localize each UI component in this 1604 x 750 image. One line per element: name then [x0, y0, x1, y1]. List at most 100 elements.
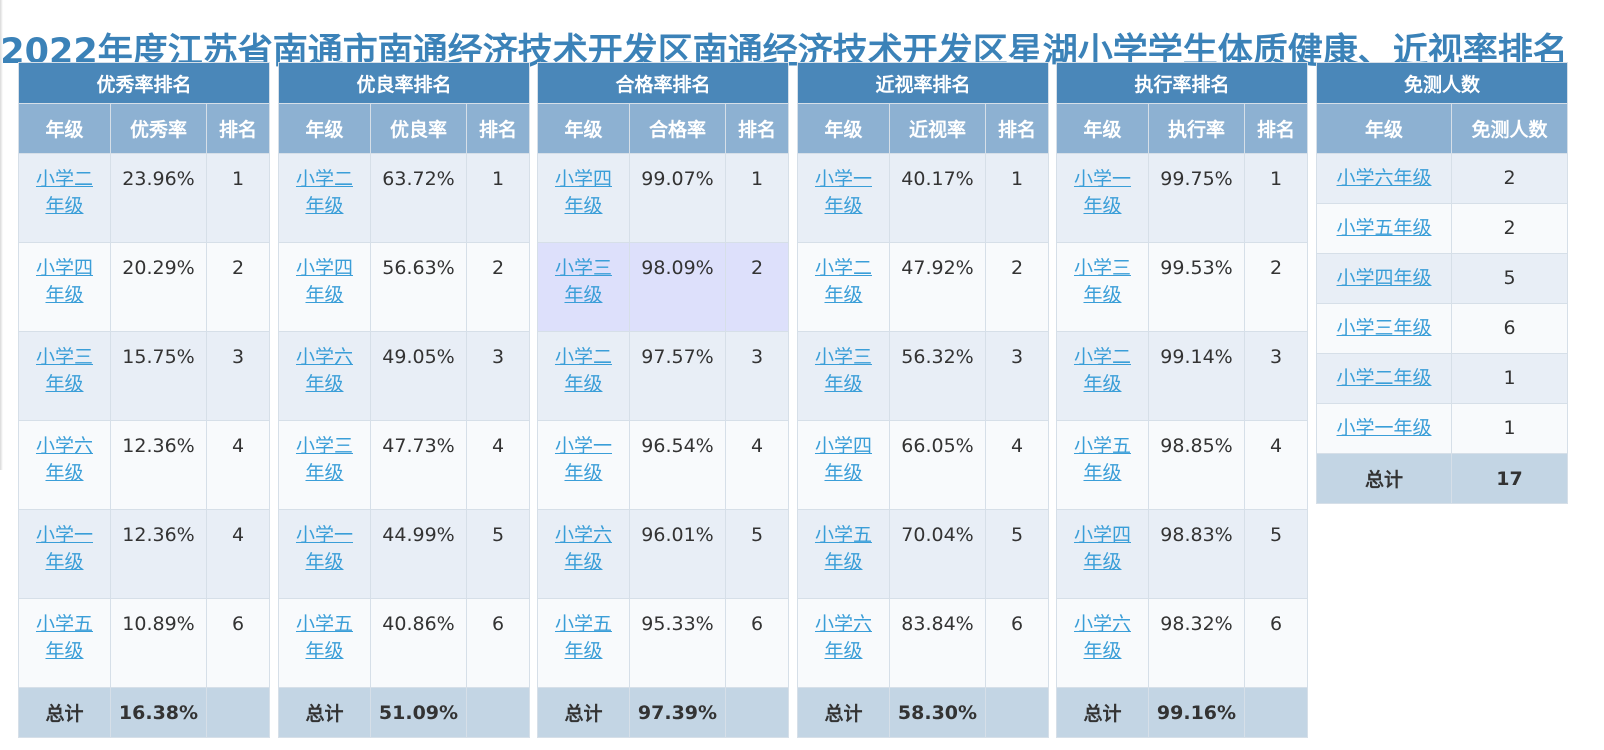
grade-link[interactable]: 小学四年级	[1073, 524, 1131, 573]
column-header-row: 年级 合格率 排名	[537, 103, 790, 154]
grade-link[interactable]: 小学一年级	[1336, 417, 1432, 439]
table-row: 小学四年级 98.83% 5	[1056, 509, 1309, 599]
grade-link[interactable]: 小学五年级	[554, 613, 612, 662]
exempt-table: 免测人数 年级 免测人数 小学六年级 2 小学五年级 2 小学四年级 5 小学三年级 6 小学二年级 1…	[1315, 62, 1569, 504]
rank-value: 5	[465, 509, 531, 599]
table-row: 小学一年级 96.54% 4	[537, 420, 790, 510]
metric-value: 40.17%	[889, 153, 986, 243]
grade-cell: 小学五年级	[537, 598, 630, 688]
table-row: 小学六年级 12.36% 4	[18, 420, 271, 510]
grade-link[interactable]: 小学四年级	[814, 435, 872, 484]
rank-value: 2	[465, 242, 531, 332]
metric-value: 56.63%	[370, 242, 467, 332]
table-header-row: 优秀率排名	[17, 62, 271, 104]
total-label: 总计	[797, 687, 890, 738]
rank-value: 3	[205, 331, 271, 421]
total-value: 58.30%	[889, 687, 986, 738]
grade-link[interactable]: 小学三年级	[1336, 317, 1432, 339]
grade-link[interactable]: 小学五年级	[35, 613, 93, 662]
rank-value: 1	[724, 153, 790, 243]
grade-link[interactable]: 小学四年级	[295, 257, 353, 306]
table-row: 小学四年级 5	[1316, 253, 1569, 304]
rank-value: 1	[1243, 153, 1309, 243]
grade-link[interactable]: 小学一年级	[554, 435, 612, 484]
rank-value: 5	[984, 509, 1050, 599]
total-value: 51.09%	[370, 687, 467, 738]
grade-link[interactable]: 小学五年级	[1073, 435, 1131, 484]
grade-cell: 小学五年级	[797, 509, 890, 599]
total-value: 99.16%	[1148, 687, 1245, 738]
table-title: 近视率排名	[796, 62, 1050, 104]
table-row: 小学二年级 63.72% 1	[278, 153, 531, 243]
grade-link[interactable]: 小学二年级	[1073, 346, 1131, 395]
metric-value: 10.89%	[110, 598, 207, 688]
table-row: 小学一年级 1	[1316, 403, 1569, 454]
grade-cell: 小学四年级	[18, 242, 111, 332]
metric-value: 96.54%	[629, 420, 726, 510]
table-row: 小学五年级 98.85% 4	[1056, 420, 1309, 510]
grade-link[interactable]: 小学五年级	[1336, 217, 1432, 239]
table-row: 小学三年级 98.09% 2	[537, 242, 790, 332]
grade-link[interactable]: 小学六年级	[1336, 167, 1432, 189]
rank-value: 6	[724, 598, 790, 688]
metric-value: 44.99%	[370, 509, 467, 599]
table-row: 小学五年级 10.89% 6	[18, 598, 271, 688]
column-header-grade: 年级	[797, 103, 890, 154]
grade-link[interactable]: 小学六年级	[814, 613, 872, 662]
column-header-row: 年级 近视率 排名	[797, 103, 1050, 154]
grade-cell: 小学六年级	[278, 331, 371, 421]
grade-link[interactable]: 小学二年级	[554, 346, 612, 395]
grade-cell: 小学二年级	[797, 242, 890, 332]
grade-link[interactable]: 小学六年级	[1073, 613, 1131, 662]
grade-cell: 小学一年级	[278, 509, 371, 599]
exempt-count: 5	[1450, 253, 1569, 304]
grade-link[interactable]: 小学三年级	[814, 346, 872, 395]
column-header-metric: 优秀率	[110, 103, 207, 154]
grade-link[interactable]: 小学二年级	[295, 168, 353, 217]
grade-link[interactable]: 小学三年级	[1073, 257, 1131, 306]
rank-value: 6	[1243, 598, 1309, 688]
grade-link[interactable]: 小学一年级	[1073, 168, 1131, 217]
grade-link[interactable]: 小学四年级	[35, 257, 93, 306]
table-row: 小学五年级 2	[1316, 203, 1569, 254]
grade-link[interactable]: 小学四年级	[554, 168, 612, 217]
table-row: 小学一年级 40.17% 1	[797, 153, 1050, 243]
metric-value: 96.01%	[629, 509, 726, 599]
table-row: 小学六年级 2	[1316, 153, 1569, 204]
rank-value: 2	[984, 242, 1050, 332]
grade-link[interactable]: 小学五年级	[814, 524, 872, 573]
grade-link[interactable]: 小学二年级	[814, 257, 872, 306]
grade-link[interactable]: 小学三年级	[295, 435, 353, 484]
grade-link[interactable]: 小学一年级	[35, 524, 93, 573]
grade-cell: 小学五年级	[278, 598, 371, 688]
metric-value: 98.32%	[1148, 598, 1245, 688]
grade-cell: 小学二年级	[1316, 353, 1452, 404]
grade-link[interactable]: 小学一年级	[295, 524, 353, 573]
metric-value: 66.05%	[889, 420, 986, 510]
grade-cell: 小学三年级	[1056, 242, 1149, 332]
rank-value: 4	[465, 420, 531, 510]
grade-link[interactable]: 小学六年级	[35, 435, 93, 484]
grade-link[interactable]: 小学三年级	[554, 257, 612, 306]
table-row: 小学六年级 98.32% 6	[1056, 598, 1309, 688]
grade-link[interactable]: 小学四年级	[1336, 267, 1432, 289]
grade-link[interactable]: 小学一年级	[814, 168, 872, 217]
table-row: 小学六年级 83.84% 6	[797, 598, 1050, 688]
rank-value: 2	[205, 242, 271, 332]
grade-cell: 小学三年级	[537, 242, 630, 332]
grade-link[interactable]: 小学六年级	[554, 524, 612, 573]
grade-link[interactable]: 小学二年级	[1336, 367, 1432, 389]
grade-cell: 小学六年级	[1056, 598, 1149, 688]
metric-value: 98.09%	[629, 242, 726, 332]
metric-value: 97.57%	[629, 331, 726, 421]
rank-value: 1	[984, 153, 1050, 243]
table-row: 小学三年级 6	[1316, 303, 1569, 354]
rank-value: 3	[724, 331, 790, 421]
grade-link[interactable]: 小学二年级	[35, 168, 93, 217]
grade-link[interactable]: 小学五年级	[295, 613, 353, 662]
grade-link[interactable]: 小学三年级	[35, 346, 93, 395]
ranking-table: 优秀率排名 年级 优秀率 排名 小学二年级 23.96% 1 小学四年级 20.29% 2 小学三年…	[17, 62, 271, 738]
grade-link[interactable]: 小学六年级	[295, 346, 353, 395]
column-header-metric: 优良率	[370, 103, 467, 154]
column-header-row: 年级 优秀率 排名	[18, 103, 271, 154]
